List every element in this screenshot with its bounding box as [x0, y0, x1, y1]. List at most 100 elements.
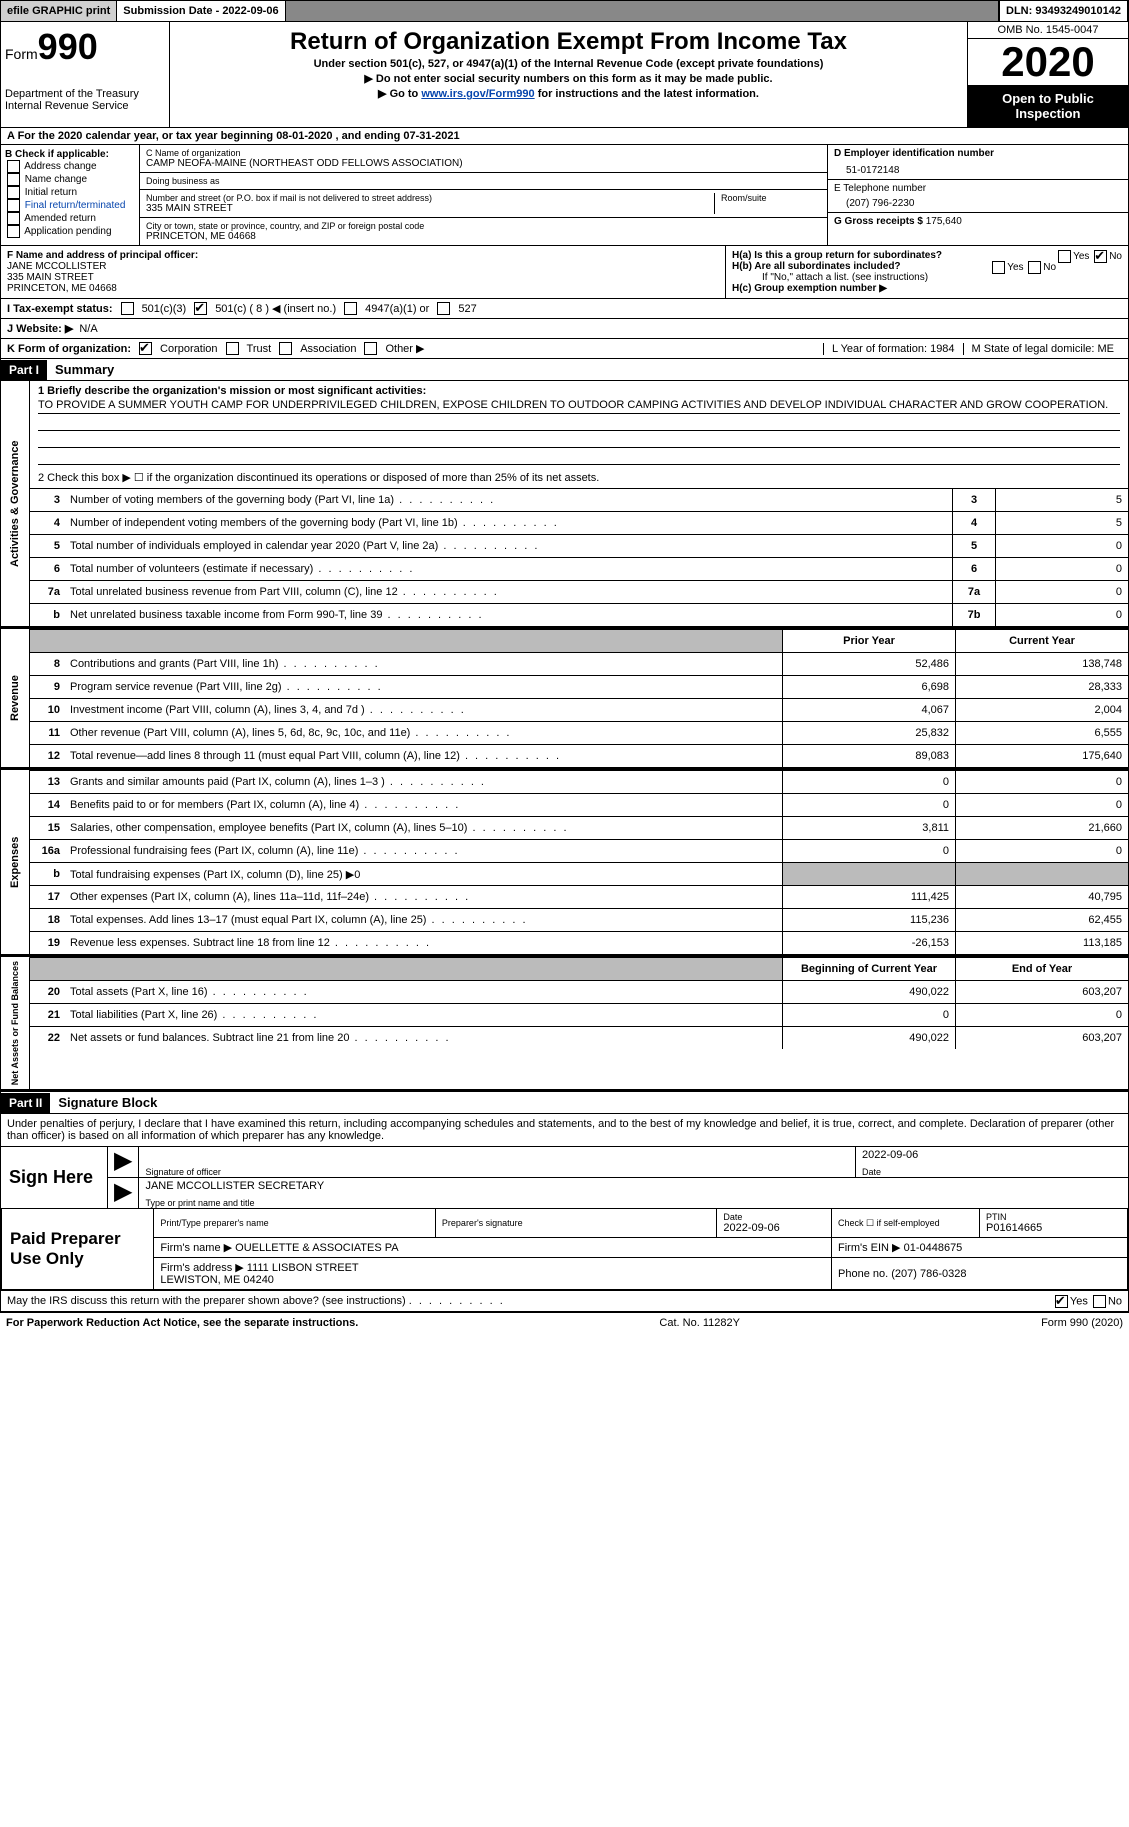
discuss-yes: Yes — [1070, 1296, 1088, 1308]
firm-name-label: Firm's name ▶ — [160, 1242, 232, 1254]
sign-here-label: Sign Here — [1, 1147, 107, 1208]
officer-name: JANE MCCOLLISTER — [7, 261, 719, 272]
footer-right: Form 990 (2020) — [1041, 1317, 1123, 1329]
year-formation: L Year of formation: 1984 — [823, 343, 963, 355]
officer-printed-name: JANE MCCOLLISTER SECRETARY — [145, 1180, 1122, 1192]
section-b: B Check if applicable: Address change Na… — [1, 145, 140, 245]
check-4947[interactable] — [344, 302, 357, 315]
section-h: H(a) Is this a group return for subordin… — [726, 246, 1128, 298]
check-527[interactable] — [437, 302, 450, 315]
discuss-row: May the IRS discuss this return with the… — [1, 1290, 1128, 1311]
check-assoc[interactable] — [279, 342, 292, 355]
org-name: CAMP NEOFA-MAINE (NORTHEAST ODD FELLOWS … — [146, 158, 821, 169]
sig-arrow-2: ▶ — [108, 1178, 139, 1208]
room-hint: Room/suite — [721, 193, 821, 203]
governance-section: Activities & Governance 1 Briefly descri… — [0, 381, 1129, 627]
gross-receipts-cell: G Gross receipts $ 175,640 — [828, 213, 1128, 230]
table-row: 8Contributions and grants (Part VIII, li… — [30, 653, 1128, 676]
check-amended[interactable]: Amended return — [5, 212, 135, 225]
type-name-label: Type or print name and title — [145, 1198, 254, 1208]
phone-value: (207) 796-2230 — [834, 194, 1122, 209]
footer-left: For Paperwork Reduction Act Notice, see … — [6, 1317, 358, 1329]
opt-trust: Trust — [247, 343, 272, 355]
governance-table: 3Number of voting members of the governi… — [30, 488, 1128, 626]
q2-text: 2 Check this box ▶ ☐ if the organization… — [38, 471, 1120, 484]
section-f: F Name and address of principal officer:… — [1, 246, 726, 298]
ptin-value: P01614665 — [986, 1222, 1121, 1234]
check-trust[interactable] — [226, 342, 239, 355]
table-header-row: Beginning of Current YearEnd of Year — [30, 958, 1128, 981]
line-j: J Website: ▶ N/A — [0, 319, 1129, 339]
table-row: 20Total assets (Part X, line 16)490,0226… — [30, 981, 1128, 1004]
officer-city: PRINCETON, ME 04668 — [7, 283, 719, 294]
table-row: 5Total number of individuals employed in… — [30, 535, 1128, 558]
sig-date-label: Date — [862, 1167, 881, 1177]
submission-date: Submission Date - 2022-09-06 — [117, 1, 285, 21]
line-a-tax-year: A For the 2020 calendar year, or tax yea… — [0, 128, 1129, 145]
discuss-text: May the IRS discuss this return with the… — [7, 1295, 406, 1307]
tax-year: 2020 — [968, 39, 1128, 85]
table-row: 13Grants and similar amounts paid (Part … — [30, 771, 1128, 794]
form-subtitle: Under section 501(c), 527, or 4947(a)(1)… — [174, 58, 963, 70]
entity-block: B Check if applicable: Address change Na… — [0, 145, 1129, 246]
discuss-yes-check[interactable] — [1055, 1295, 1068, 1308]
efile-print-button[interactable]: efile GRAPHIC print — [1, 1, 117, 21]
form-title: Return of Organization Exempt From Incom… — [174, 28, 963, 56]
irs-link[interactable]: www.irs.gov/Form990 — [421, 88, 534, 100]
prep-name-header: Print/Type preparer's name — [160, 1218, 429, 1228]
gross-value: 175,640 — [926, 216, 962, 227]
footer-mid: Cat. No. 11282Y — [659, 1317, 740, 1329]
mission-line3 — [38, 433, 1120, 448]
ptin-header: PTIN — [986, 1212, 1121, 1222]
netassets-section: Net Assets or Fund Balances Beginning of… — [0, 955, 1129, 1090]
netassets-vlabel: Net Assets or Fund Balances — [1, 957, 30, 1089]
prep-date-value: 2022-09-06 — [723, 1222, 825, 1234]
prep-date-header: Date — [723, 1212, 825, 1222]
table-row: 3Number of voting members of the governi… — [30, 489, 1128, 512]
phone-cell: E Telephone number (207) 796-2230 — [828, 180, 1128, 213]
row-fh: F Name and address of principal officer:… — [0, 246, 1129, 299]
table-row: 19Revenue less expenses. Subtract line 1… — [30, 932, 1128, 955]
revenue-table: Prior YearCurrent Year8Contributions and… — [30, 629, 1128, 767]
expenses-table: 13Grants and similar amounts paid (Part … — [30, 770, 1128, 954]
table-row: 18Total expenses. Add lines 13–17 (must … — [30, 909, 1128, 932]
org-form-label: K Form of organization: — [7, 343, 131, 355]
expenses-section: Expenses 13Grants and similar amounts pa… — [0, 768, 1129, 955]
efile-topbar: efile GRAPHIC print Submission Date - 20… — [0, 0, 1129, 22]
table-row: 4Number of independent voting members of… — [30, 512, 1128, 535]
ein-label: D Employer identification number — [834, 148, 1122, 159]
part2-header: Part II — [1, 1093, 50, 1113]
city-value: PRINCETON, ME 04668 — [146, 231, 821, 242]
firm-phone-label: Phone no. — [838, 1268, 888, 1280]
check-501c3[interactable] — [121, 302, 134, 315]
check-corp[interactable] — [139, 342, 152, 355]
table-row: 22Net assets or fund balances. Subtract … — [30, 1027, 1128, 1050]
org-name-cell: C Name of organization CAMP NEOFA-MAINE … — [140, 145, 827, 173]
line-i: I Tax-exempt status: 501(c)(3) 501(c) ( … — [0, 299, 1129, 319]
check-name-change[interactable]: Name change — [5, 173, 135, 186]
form-number: 990 — [38, 26, 98, 67]
form-label: Form — [5, 46, 38, 62]
part1-header: Part I — [1, 360, 47, 380]
ein-cell: D Employer identification number 51-0172… — [828, 145, 1128, 180]
state-domicile: M State of legal domicile: ME — [963, 343, 1122, 355]
check-initial-return[interactable]: Initial return — [5, 186, 135, 199]
ssn-warning: ▶ Do not enter social security numbers o… — [174, 72, 963, 85]
governance-vlabel: Activities & Governance — [1, 381, 30, 626]
prep-sig-header: Preparer's signature — [442, 1218, 711, 1228]
dba-hint: Doing business as — [146, 176, 821, 186]
header-right: OMB No. 1545-0047 2020 Open to Public In… — [967, 22, 1128, 127]
opt-501c: 501(c) ( 8 ) ◀ (insert no.) — [215, 302, 336, 315]
check-other[interactable] — [364, 342, 377, 355]
check-final-return[interactable]: Final return/terminated — [5, 199, 135, 212]
ha-row: H(a) Is this a group return for subordin… — [732, 250, 1122, 261]
sig-date-value: 2022-09-06 — [862, 1149, 1122, 1161]
mission-line2 — [38, 416, 1120, 431]
check-app-pending[interactable]: Application pending — [5, 225, 135, 238]
gross-label: G Gross receipts $ — [834, 216, 923, 227]
website-value: N/A — [79, 323, 97, 335]
discuss-no-check[interactable] — [1093, 1295, 1106, 1308]
check-501c[interactable] — [194, 302, 207, 315]
check-address-change[interactable]: Address change — [5, 160, 135, 173]
website-label: J Website: ▶ — [7, 322, 73, 335]
